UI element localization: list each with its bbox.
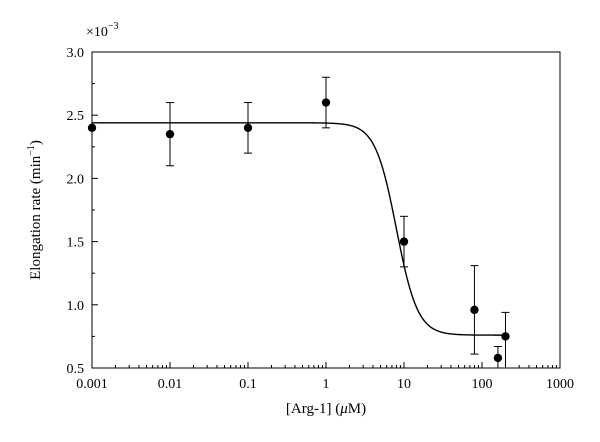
y-axis-label: Elongation rate (min−1)	[26, 140, 44, 280]
x-axis-label-mu: μ	[339, 401, 348, 417]
y-multiplier-label: ×10−3	[86, 21, 119, 40]
data-points	[87, 98, 510, 363]
fit-curve-group	[92, 122, 506, 336]
y-tick-label: 0.5	[67, 362, 85, 377]
data-point	[501, 332, 510, 341]
y-tick-label: 2.5	[67, 109, 85, 124]
x-tick-label: 0.001	[76, 377, 108, 392]
x-tick-label: 10	[397, 377, 411, 392]
y-tick-label: 3.0	[67, 46, 85, 61]
x-tick-label: 1	[323, 377, 330, 392]
x-tick-label: 100	[472, 377, 493, 392]
data-point	[87, 123, 97, 133]
y-tick-label: 1.5	[67, 236, 85, 251]
data-point	[493, 353, 503, 363]
fit-curve	[92, 122, 506, 336]
data-point	[399, 237, 409, 246]
data-point	[243, 123, 253, 133]
data-point	[321, 98, 331, 107]
y-tick-label: 2.0	[67, 172, 85, 187]
x-axis-label: [Arg-1] (μM)	[286, 401, 366, 417]
y-multiplier-exponent: −3	[108, 21, 119, 32]
y-axis-label-exponent: −1	[26, 145, 37, 156]
y-axis-ticks: 0.5 1.0 1.5 2.0 2.5 3.0	[67, 46, 98, 377]
x-tick-label: 0.01	[158, 377, 183, 392]
error-bars	[166, 76, 510, 369]
x-tick-label: 1000	[546, 377, 574, 392]
x-tick-label: 0.1	[239, 377, 257, 392]
data-point	[470, 305, 479, 315]
y-tick-label: 1.0	[67, 299, 85, 314]
x-axis-ticks: 0.001 0.01 0.1 1 10 100 1000	[76, 362, 574, 392]
data-point	[165, 129, 175, 139]
